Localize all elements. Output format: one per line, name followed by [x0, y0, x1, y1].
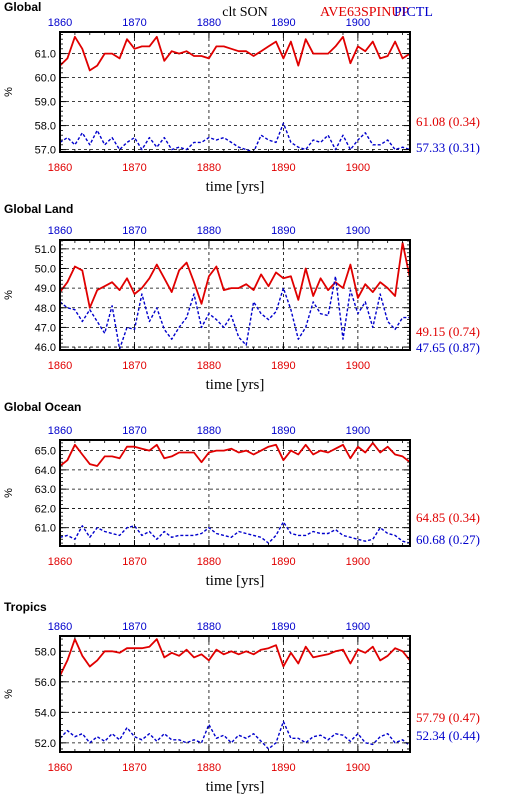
- series-line-exp: [59, 638, 411, 677]
- x-tick-label-top: 1900: [346, 225, 370, 237]
- summary-exp: 61.08 (0.34): [416, 114, 480, 129]
- y-tick-label: 51.0: [35, 244, 56, 256]
- x-tick-label-top: 1860: [48, 425, 72, 437]
- x-tick-label-top: 1860: [48, 17, 72, 29]
- x-tick-label-bottom: 1860: [48, 762, 72, 774]
- x-tick-label-top: 1870: [122, 17, 146, 29]
- plot-frame: [59, 239, 411, 351]
- series-line-exp: [59, 241, 411, 309]
- y-tick-label: 63.0: [35, 484, 56, 496]
- panel-global-ocean: 61.0 62.0 63.0 64.0 65.0 1860 1860 1870 1870 1880…: [3, 400, 480, 589]
- x-tick-label-bottom: 1880: [197, 762, 221, 774]
- x-tick-label-bottom: 1890: [271, 556, 295, 568]
- x-tick-label-top: 1890: [271, 17, 295, 29]
- x-tick-label-top: 1870: [122, 621, 146, 633]
- y-tick-label: 46.0: [35, 342, 56, 354]
- x-tick-label-bottom: 1880: [197, 556, 221, 568]
- y-tick-label: 47.0: [35, 322, 56, 334]
- x-tick-label-bottom: 1900: [346, 360, 370, 372]
- y-axis-label: %: [3, 488, 15, 498]
- y-tick-label: 48.0: [35, 303, 56, 315]
- y-tick-label: 52.0: [35, 738, 56, 750]
- panel-title: Global: [4, 0, 41, 14]
- x-tick-label-top: 1890: [271, 621, 295, 633]
- x-tick-label-bottom: 1860: [48, 360, 72, 372]
- figure-title: clt SON: [222, 5, 268, 20]
- x-tick-label-top: 1870: [122, 225, 146, 237]
- x-tick-label-top: 1870: [122, 425, 146, 437]
- x-tick-label-top: 1900: [346, 425, 370, 437]
- panel-tropics: 52.0 54.0 56.0 58.0 1860 1860 1870 1870 1880 1880…: [3, 600, 480, 795]
- panels: 57.0 58.0 59.0 60.0 61.0 1860 1860 1870 1870 1880…: [3, 0, 480, 795]
- series-line-ctl: [59, 720, 411, 750]
- x-tick-label-bottom: 1900: [346, 556, 370, 568]
- x-tick-label-top: 1880: [197, 17, 221, 29]
- x-tick-label-top: 1880: [197, 425, 221, 437]
- x-tick-label-bottom: 1890: [271, 360, 295, 372]
- summary-exp: 49.15 (0.74): [416, 324, 480, 339]
- y-axis-label: %: [3, 689, 15, 699]
- x-tick-label-top: 1900: [346, 17, 370, 29]
- y-tick-label: 57.0: [35, 145, 56, 157]
- legend-ctl-label: PICTL: [394, 5, 433, 20]
- x-tick-label-bottom: 1890: [271, 762, 295, 774]
- x-tick-label-top: 1880: [197, 225, 221, 237]
- y-tick-label: 49.0: [35, 283, 56, 295]
- summary-ctl: 57.33 (0.31): [416, 140, 480, 155]
- series-line-exp: [59, 441, 411, 467]
- y-tick-label: 56.0: [35, 677, 56, 689]
- x-tick-label-bottom: 1870: [122, 360, 146, 372]
- y-tick-label: 60.0: [35, 73, 56, 85]
- panel-title: Tropics: [4, 600, 47, 614]
- x-axis-label: time [yrs]: [206, 179, 265, 195]
- y-tick-label: 62.0: [35, 503, 56, 515]
- x-tick-label-top: 1860: [48, 621, 72, 633]
- legend-exp-label: AVE63SPINUP: [320, 5, 409, 20]
- y-tick-label: 65.0: [35, 446, 56, 458]
- x-tick-label-top: 1890: [271, 225, 295, 237]
- x-tick-label-bottom: 1870: [122, 162, 146, 174]
- x-axis-label: time [yrs]: [206, 779, 265, 795]
- series-line-exp: [59, 35, 411, 72]
- x-tick-label-bottom: 1870: [122, 762, 146, 774]
- x-axis-label: time [yrs]: [206, 377, 265, 393]
- x-tick-label-bottom: 1860: [48, 162, 72, 174]
- summary-ctl: 47.65 (0.87): [416, 340, 480, 355]
- summary-exp: 57.79 (0.47): [416, 710, 480, 725]
- x-tick-label-bottom: 1880: [197, 162, 221, 174]
- x-tick-label-bottom: 1870: [122, 556, 146, 568]
- summary-exp: 64.85 (0.34): [416, 510, 480, 525]
- y-tick-label: 50.0: [35, 263, 56, 275]
- series-line-ctl: [59, 521, 411, 544]
- y-tick-label: 58.0: [35, 121, 56, 133]
- y-tick-label: 54.0: [35, 707, 56, 719]
- summary-ctl: 52.34 (0.44): [416, 728, 480, 743]
- y-axis-label: %: [3, 87, 15, 97]
- y-tick-label: 61.0: [35, 523, 56, 535]
- x-tick-label-bottom: 1860: [48, 556, 72, 568]
- x-tick-label-bottom: 1890: [271, 162, 295, 174]
- y-tick-label: 61.0: [35, 49, 56, 61]
- summary-ctl: 60.68 (0.27): [416, 532, 480, 547]
- series-line-ctl: [59, 275, 410, 350]
- series-line-ctl: [59, 122, 411, 153]
- x-tick-label-top: 1900: [346, 621, 370, 633]
- y-tick-label: 59.0: [35, 97, 56, 109]
- y-axis-label: %: [3, 290, 15, 300]
- x-tick-label-top: 1890: [271, 425, 295, 437]
- panel-global: 57.0 58.0 59.0 60.0 61.0 1860 1860 1870 1870 1880…: [3, 0, 480, 195]
- x-axis-label: time [yrs]: [206, 573, 265, 589]
- x-tick-label-bottom: 1900: [346, 762, 370, 774]
- x-tick-label-bottom: 1880: [197, 360, 221, 372]
- panel-title: Global Ocean: [4, 400, 81, 414]
- y-tick-label: 58.0: [35, 646, 56, 658]
- panel-title: Global Land: [4, 202, 73, 216]
- x-tick-label-top: 1860: [48, 225, 72, 237]
- x-tick-label-bottom: 1900: [346, 162, 370, 174]
- panel-global-land: 46.0 47.0 48.0 49.0 50.0 51.0 1860 1860 1870 1870…: [3, 202, 480, 393]
- y-tick-label: 64.0: [35, 465, 56, 477]
- x-tick-label-top: 1880: [197, 621, 221, 633]
